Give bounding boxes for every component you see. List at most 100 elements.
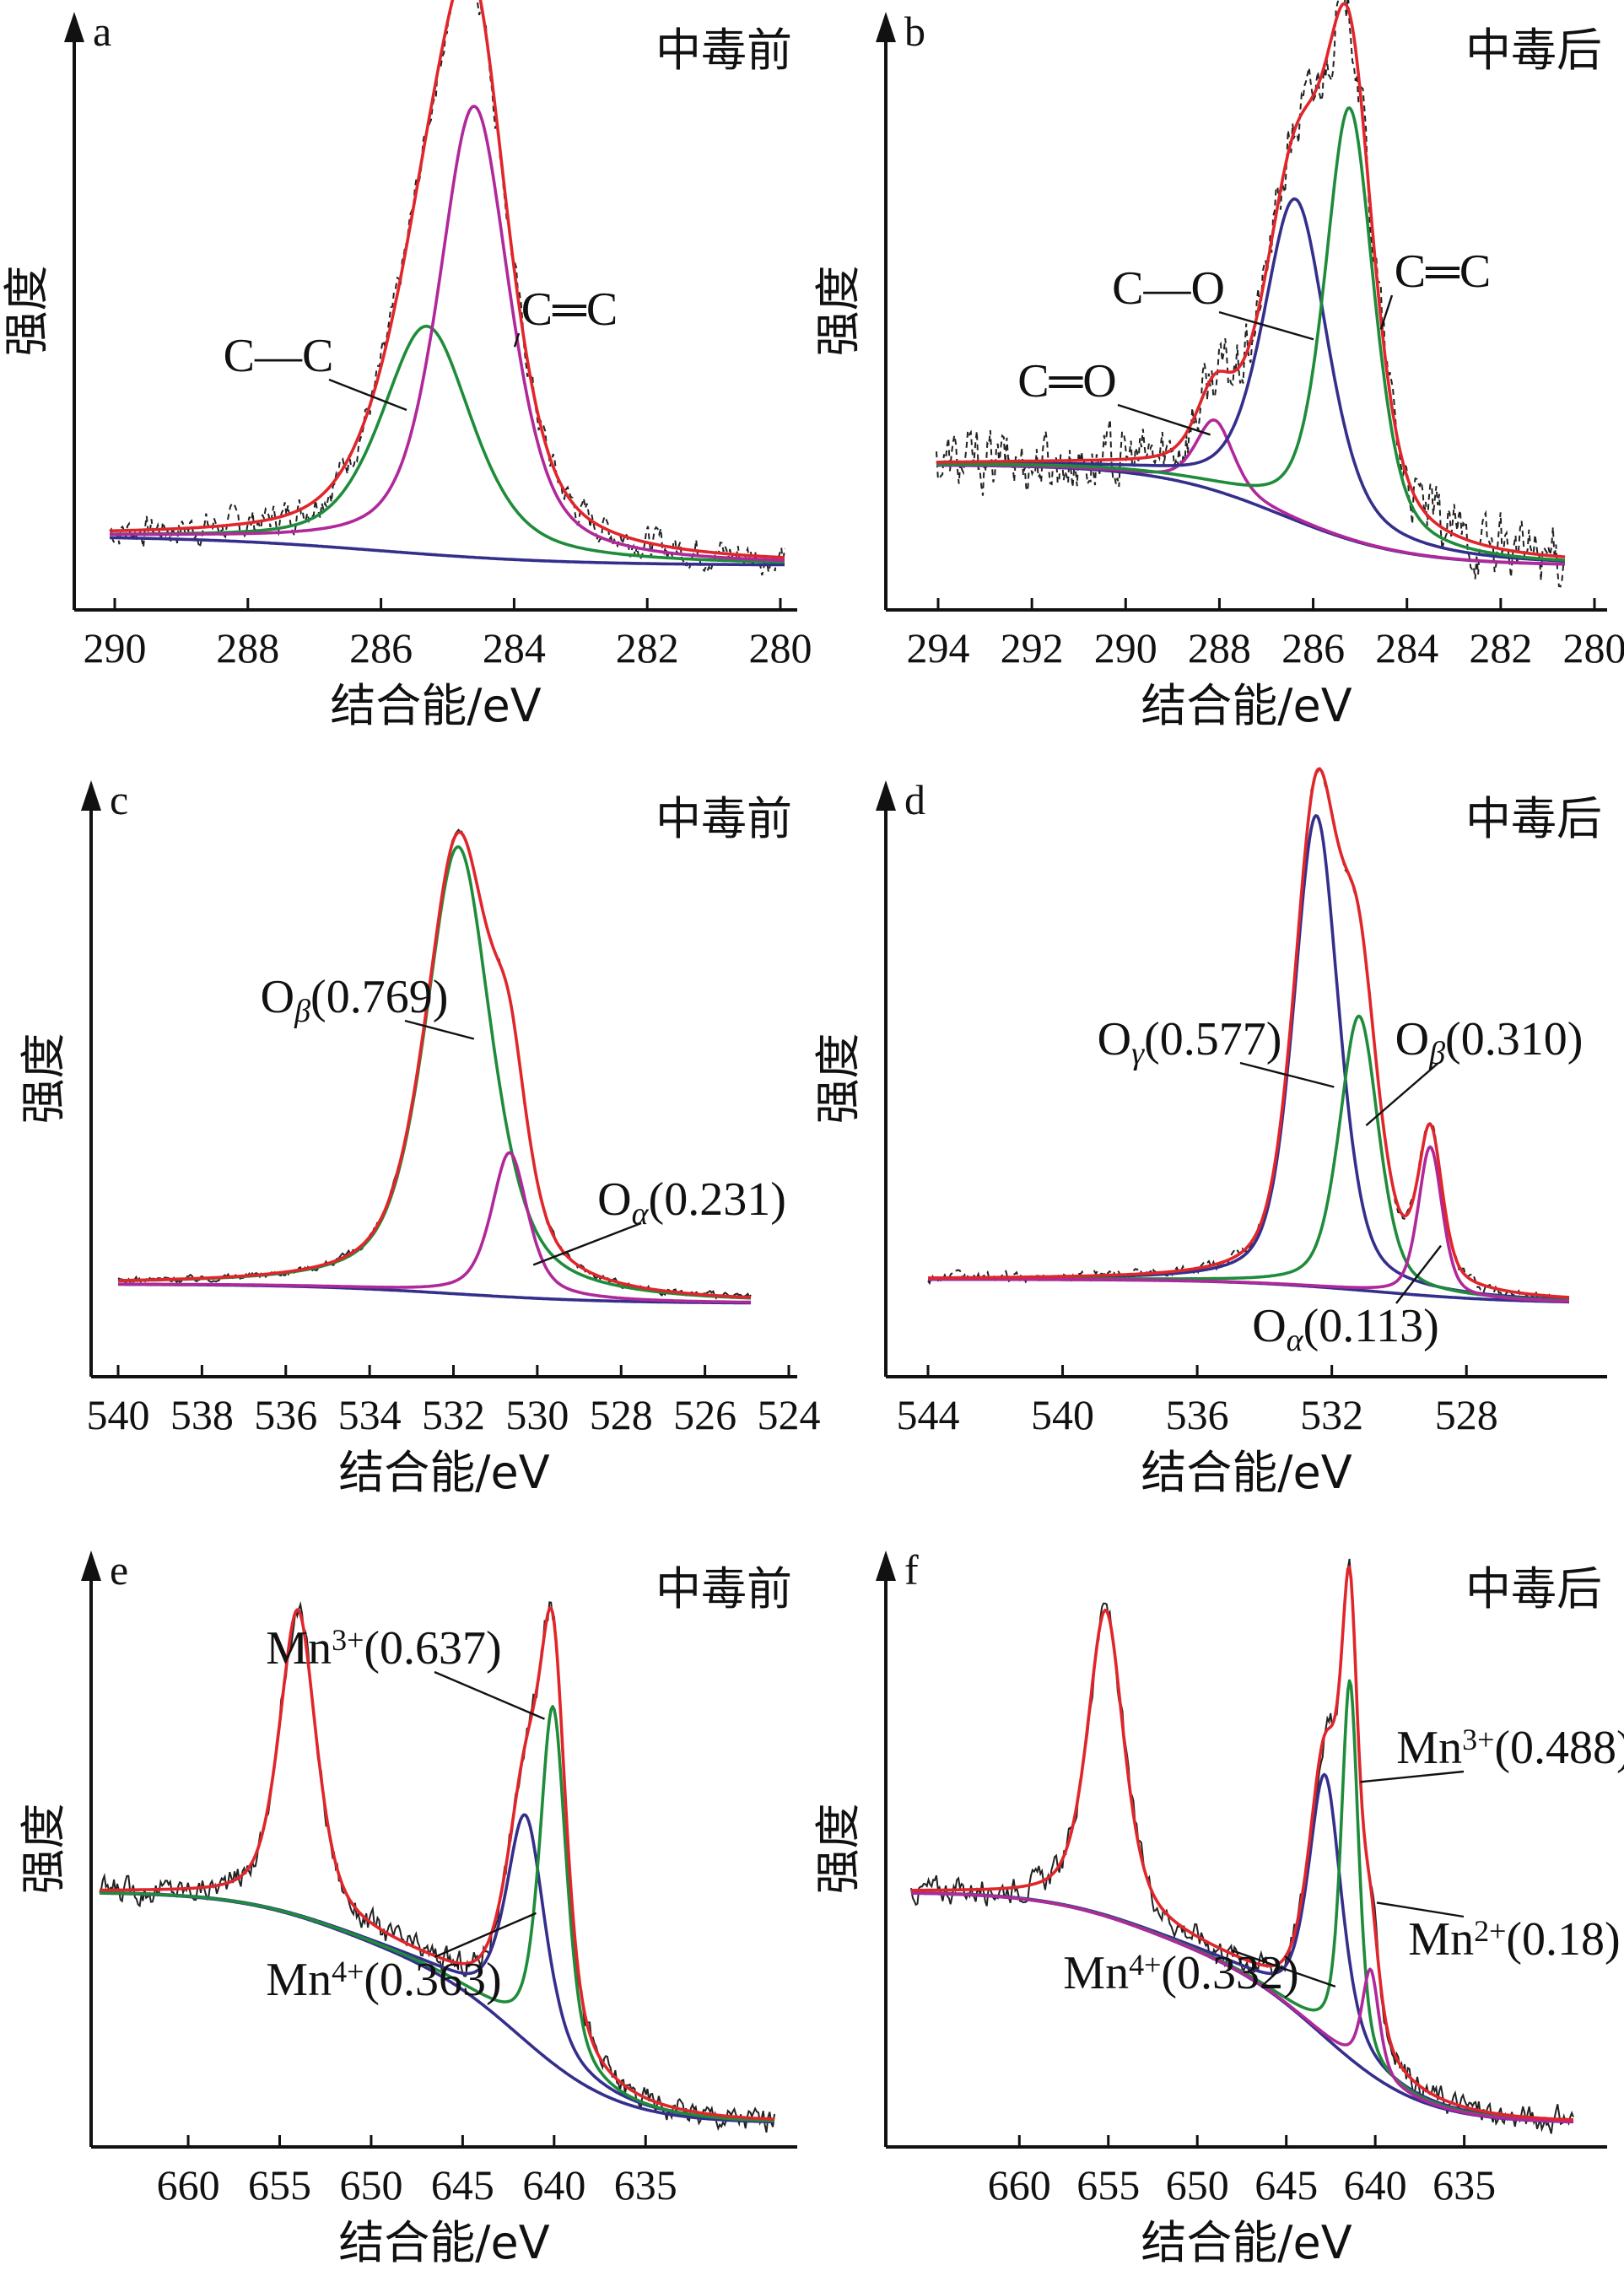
peak-annotation: Oβ(0.310) xyxy=(1395,1013,1584,1071)
x-tick-label: 532 xyxy=(1300,1391,1363,1438)
component-mn2- xyxy=(910,1891,1574,2123)
panel-d: 544 540 536 532 528 结合能/eV 强度 d 中毒后 Oγ(0.577) Oβ(0… xyxy=(812,767,1607,1499)
raw-data-line xyxy=(109,0,785,576)
raw-data-line xyxy=(936,0,1566,588)
peak-annotation: C═C xyxy=(1395,245,1491,298)
background-line xyxy=(100,1891,775,2124)
annotation-leader xyxy=(1117,403,1211,436)
panel-state: 中毒前 xyxy=(656,24,792,77)
x-tick-label: 528 xyxy=(590,1391,653,1438)
annotation-leader xyxy=(434,1912,537,1959)
x-tick-label: 536 xyxy=(254,1391,317,1438)
x-tick-label: 534 xyxy=(338,1391,402,1438)
envelope-line xyxy=(911,1565,1574,2122)
x-tick-label: 540 xyxy=(87,1391,150,1438)
x-axis-title: 结合能/eV xyxy=(1141,679,1352,732)
y-axis-arrow xyxy=(876,780,896,811)
x-tick-label: 292 xyxy=(1001,624,1064,671)
peak-annotation: Oα(0.113) xyxy=(1252,1300,1439,1358)
panel-letter: d xyxy=(904,776,925,823)
envelope-line xyxy=(117,830,751,1299)
component-c-o xyxy=(936,197,1565,563)
annotation-leader xyxy=(1360,1770,1465,1783)
panel-c: 540 538 536 534 532 530 528 526 524 结合能/eV 强度 c 中毒前 O… xyxy=(17,776,821,1499)
panel-state: 中毒后 xyxy=(1465,1562,1602,1615)
component-o- xyxy=(928,1145,1570,1303)
annotation-leader xyxy=(1395,1244,1442,1304)
annotation-leader xyxy=(404,1019,475,1040)
x-tick-label: 290 xyxy=(1094,624,1157,671)
component-o- xyxy=(117,845,752,1300)
component-c-c xyxy=(110,105,785,562)
panel-state: 中毒后 xyxy=(1465,24,1602,77)
annotation-leader xyxy=(434,1670,545,1720)
raw-data-line xyxy=(910,1558,1574,2134)
x-tick-label: 538 xyxy=(170,1391,234,1438)
x-tick-label: 635 xyxy=(1432,2161,1496,2209)
y-axis-title: 强度 xyxy=(812,1804,865,1895)
x-tick-label: 530 xyxy=(505,1391,569,1438)
peak-annotation: Oβ(0.769) xyxy=(261,971,449,1029)
x-tick-label: 288 xyxy=(1188,624,1251,671)
y-axis-title: 强度 xyxy=(812,1033,865,1125)
x-tick-label: 528 xyxy=(1435,1391,1498,1438)
component-o- xyxy=(118,1151,751,1304)
x-tick-label: 282 xyxy=(616,624,679,671)
peak-annotation: Oα(0.231) xyxy=(597,1173,786,1232)
annotation-leader xyxy=(328,378,407,412)
y-axis-arrow xyxy=(81,780,101,811)
x-tick-label: 286 xyxy=(1281,624,1345,671)
peak-annotation: Mn3+(0.488) xyxy=(1396,1722,1624,1774)
annotation-leader xyxy=(513,332,521,348)
component-mn3- xyxy=(100,1705,775,2122)
annotation-leader xyxy=(1379,294,1394,330)
panel-letter: a xyxy=(93,8,111,55)
panel-letter: c xyxy=(110,776,128,823)
x-axis-title: 结合能/eV xyxy=(1141,1446,1352,1499)
x-tick-label: 540 xyxy=(1031,1391,1094,1438)
x-axis-title: 结合能/eV xyxy=(1141,2216,1352,2269)
x-tick-label: 645 xyxy=(1254,2161,1318,2209)
x-tick-label: 640 xyxy=(522,2161,585,2209)
y-axis-title: 强度 xyxy=(17,1033,70,1125)
raw-data-line xyxy=(99,1600,775,2133)
x-tick-label: 524 xyxy=(758,1391,821,1438)
x-tick-label: 282 xyxy=(1469,624,1532,671)
envelope-line xyxy=(936,2,1566,558)
x-tick-label: 640 xyxy=(1344,2161,1407,2209)
raw-data-line xyxy=(117,828,752,1300)
x-tick-label: 280 xyxy=(1563,624,1624,671)
y-axis-arrow xyxy=(64,12,84,42)
x-tick-label: 526 xyxy=(673,1391,736,1438)
x-tick-label: 284 xyxy=(483,624,546,671)
y-axis-title: 强度 xyxy=(812,266,865,357)
y-axis-arrow xyxy=(876,1551,896,1581)
peak-annotation: Mn4+(0.363) xyxy=(266,1954,501,2006)
x-tick-label: 290 xyxy=(84,624,147,671)
annotation-leader xyxy=(1231,1949,1336,1988)
x-tick-label: 288 xyxy=(216,624,279,671)
x-tick-label: 544 xyxy=(897,1391,960,1438)
peak-annotation: C—C xyxy=(224,330,334,382)
annotation-leader xyxy=(1218,310,1314,341)
envelope-line xyxy=(100,1606,774,2121)
peak-annotation: Mn3+(0.637) xyxy=(266,1622,501,1675)
component-c-c xyxy=(936,106,1566,562)
panel-b: 294 292 290 288 286 284 282 280 结合能/eV 强度 b 中毒后 C═O C… xyxy=(812,0,1624,732)
peak-annotation: C—O xyxy=(1112,262,1225,315)
panel-f: 660 655 650 645 640 635 结合能/eV 强度 f 中毒后 Mn3+(0.488… xyxy=(812,1546,1624,2269)
x-tick-label: 280 xyxy=(749,624,812,671)
x-axis-title: 结合能/eV xyxy=(338,2216,549,2269)
peak-annotation: Oγ(0.577) xyxy=(1098,1013,1282,1071)
x-axis-title: 结合能/eV xyxy=(338,1446,549,1499)
x-tick-label: 294 xyxy=(907,624,970,671)
x-tick-label: 286 xyxy=(349,624,413,671)
x-axis-title: 结合能/eV xyxy=(330,679,541,732)
background-line xyxy=(110,536,785,567)
panel-state: 中毒前 xyxy=(656,792,792,845)
panel-e: 660 655 650 645 640 635 结合能/eV 强度 e 中毒前 Mn3+(0.637… xyxy=(17,1546,797,2269)
y-axis-arrow xyxy=(81,1551,101,1581)
x-tick-label: 635 xyxy=(614,2161,677,2209)
x-tick-label: 655 xyxy=(248,2161,311,2209)
